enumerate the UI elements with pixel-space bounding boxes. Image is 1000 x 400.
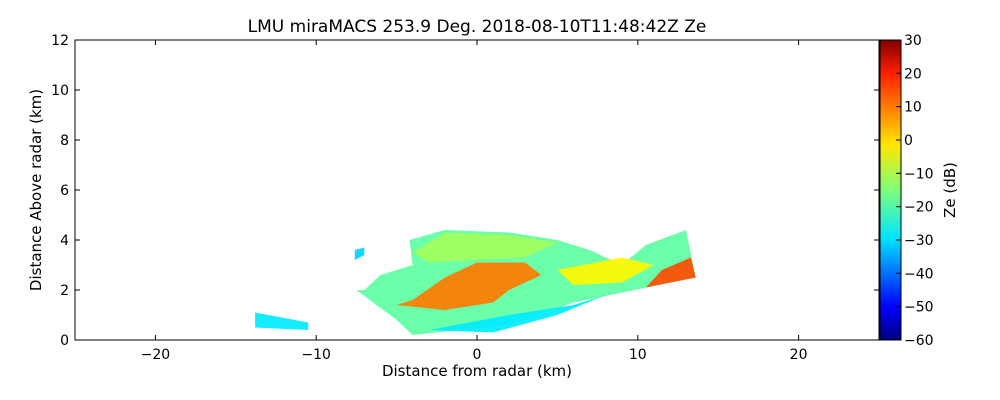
y-tick-label: 12 [51, 33, 69, 49]
x-tick-label: 20 [790, 347, 808, 363]
colorbar-tick-label: 30 [904, 33, 922, 49]
colorbar-label: Ze (dB) [941, 162, 959, 218]
y-axis: 0 2 4 6 8 10 12 [51, 33, 879, 349]
lower-band-echo [428, 295, 606, 333]
y-tick-label: 8 [60, 133, 69, 149]
chart-title: LMU miraMACS 253.9 Deg. 2018-08-10T11:48… [248, 17, 707, 37]
y-tick-label: 0 [60, 333, 69, 349]
y-tick-label: 6 [60, 183, 69, 199]
colorbar-tick-label: 20 [904, 66, 922, 82]
far-left-echo [255, 312, 309, 330]
y-tick-label: 10 [51, 83, 69, 99]
colorbar [879, 39, 902, 341]
colorbar-tick-label: −60 [904, 333, 934, 349]
left-blip-echo [354, 247, 365, 260]
y-tick-label: 2 [60, 283, 69, 299]
x-axis-label: Distance from radar (km) [382, 362, 572, 380]
x-axis: −20 −10 0 10 20 [141, 40, 808, 363]
x-tick-label: −20 [141, 347, 171, 363]
upper-echo [412, 232, 558, 263]
x-tick-label: −10 [301, 347, 331, 363]
right-edge-echo [645, 257, 696, 288]
x-tick-label: 0 [473, 347, 482, 363]
colorbar-tick-label: −50 [904, 300, 934, 316]
echo-layer [255, 230, 696, 335]
colorbar-ticks: 30 20 10 0 −10 −20 −30 −40 −50 −60 [896, 33, 934, 349]
colorbar-tick-label: 10 [904, 100, 922, 116]
y-axis-label: Distance Above radar (km) [27, 89, 45, 291]
colorbar-tick-label: −20 [904, 200, 934, 216]
core-echo [396, 262, 542, 310]
colorbar-tick-label: −40 [904, 266, 934, 282]
colorbar-tick-label: 0 [904, 133, 913, 149]
colorbar-tick-label: −30 [904, 233, 934, 249]
colorbar-tick-label: −10 [904, 166, 934, 182]
x-tick-label: 10 [629, 347, 647, 363]
mid-band-echo [557, 257, 654, 285]
y-tick-label: 4 [60, 233, 69, 249]
